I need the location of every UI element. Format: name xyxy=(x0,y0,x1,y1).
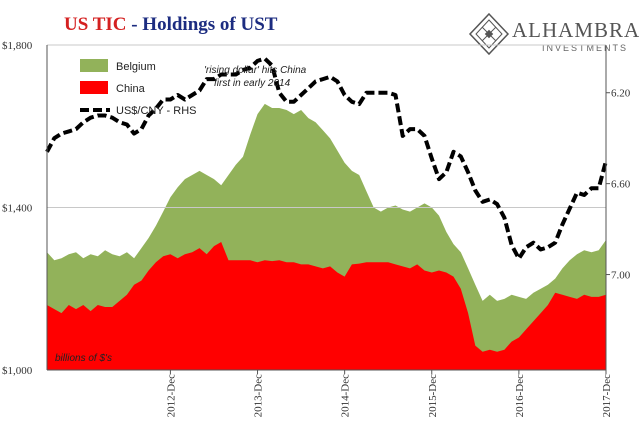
x-tick-label: 2012-Dec xyxy=(165,374,177,417)
x-tick-label: 2014-Dec xyxy=(340,374,352,417)
alhambra-diamond-icon xyxy=(468,12,510,56)
usd-cny-line xyxy=(45,56,608,261)
y-right-tick-label: 6.60 xyxy=(611,179,631,191)
y-right-tick-label: 7.00 xyxy=(611,270,631,282)
grid-layer xyxy=(47,44,606,208)
legend-label: Belgium xyxy=(116,61,156,73)
area-layer xyxy=(47,103,606,371)
legend-swatch xyxy=(80,81,108,94)
x-tick-label: 2016-Dec xyxy=(514,374,526,417)
y-left-tick-label: $1,400 xyxy=(2,203,33,215)
chart-title: US TIC - Holdings of UST xyxy=(64,14,277,36)
logo-name: ALHAMBRA xyxy=(512,18,641,42)
logo-subtitle: INVESTMENTS xyxy=(542,43,629,53)
x-tick-label: 2013-Dec xyxy=(253,374,265,417)
chart-title-subtitle: - Holdings of UST xyxy=(126,14,278,35)
china-area xyxy=(47,242,606,370)
x-tick-label: 2017-Dec xyxy=(601,374,613,417)
chart-title-main: US TIC xyxy=(64,14,127,35)
alhambra-logo: ALHAMBRA INVESTMENTS xyxy=(468,12,641,56)
legend: Belgium China US$/CNY - RHS xyxy=(80,59,196,117)
line-layer xyxy=(45,56,608,261)
y-left-tick-label: $1,000 xyxy=(2,365,33,377)
units-note: billions of $'s xyxy=(55,353,112,364)
annotation-line-1: 'rising dollar' hits China xyxy=(204,65,307,76)
legend-swatch xyxy=(80,59,108,72)
axes-layer: $1,000 $1,400 $1,800 6.20 6.60 7.00 2012-Dec 20… xyxy=(2,40,631,417)
y-left-tick-label: $1,800 xyxy=(2,40,33,52)
legend-label: China xyxy=(116,83,146,95)
annotation-line-2: first in early 2014 xyxy=(214,78,291,89)
x-tick-label: 2015-Dec xyxy=(427,374,439,417)
legend-label: US$/CNY - RHS xyxy=(116,105,196,117)
y-right-tick-label: 6.20 xyxy=(611,88,631,100)
